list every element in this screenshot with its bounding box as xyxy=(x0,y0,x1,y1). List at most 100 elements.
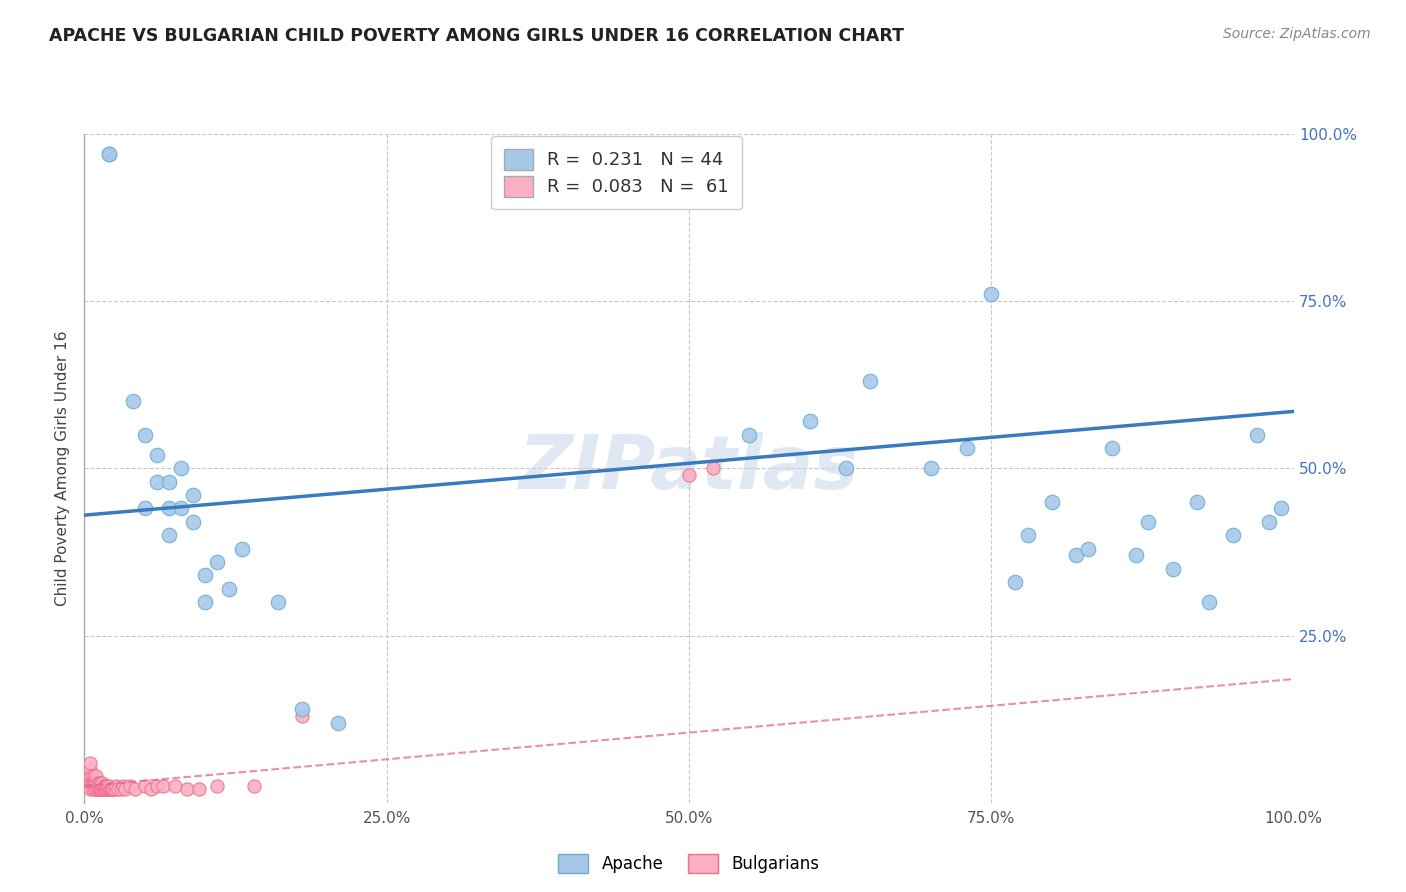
Y-axis label: Child Poverty Among Girls Under 16: Child Poverty Among Girls Under 16 xyxy=(55,331,70,606)
Point xyxy=(86,782,108,797)
Point xyxy=(207,779,229,793)
Point xyxy=(79,769,101,783)
Point xyxy=(90,775,112,790)
Point xyxy=(1137,515,1160,529)
Point xyxy=(103,782,125,797)
Point xyxy=(97,782,120,797)
Point xyxy=(79,782,101,797)
Text: APACHE VS BULGARIAN CHILD POVERTY AMONG GIRLS UNDER 16 CORRELATION CHART: APACHE VS BULGARIAN CHILD POVERTY AMONG … xyxy=(49,27,904,45)
Point xyxy=(194,568,217,582)
Point xyxy=(86,782,108,797)
Point xyxy=(1198,595,1220,609)
Point xyxy=(104,782,127,797)
Point xyxy=(80,775,103,790)
Point xyxy=(82,782,104,797)
Point xyxy=(134,428,156,442)
Point xyxy=(1017,528,1039,542)
Text: ZIPatlas: ZIPatlas xyxy=(519,432,859,505)
Point xyxy=(835,461,858,475)
Point xyxy=(1101,442,1123,456)
Point xyxy=(93,779,115,793)
Point xyxy=(94,779,117,793)
Point xyxy=(86,775,108,790)
Point xyxy=(101,782,124,797)
Point xyxy=(96,782,118,797)
Point xyxy=(79,775,101,790)
Point xyxy=(114,782,136,797)
Point xyxy=(188,782,211,797)
Point xyxy=(1040,494,1063,508)
Point xyxy=(1064,548,1087,563)
Point xyxy=(920,461,942,475)
Point xyxy=(181,515,204,529)
Point xyxy=(157,475,180,489)
Point xyxy=(89,779,111,793)
Point xyxy=(1125,548,1147,563)
Point xyxy=(90,782,112,797)
Point xyxy=(176,782,198,797)
Point xyxy=(1161,562,1184,576)
Point xyxy=(110,782,132,797)
Point xyxy=(134,501,156,516)
Point xyxy=(139,782,162,797)
Point xyxy=(121,394,143,409)
Point xyxy=(91,782,114,797)
Point xyxy=(146,448,169,462)
Point xyxy=(799,415,821,429)
Point xyxy=(97,147,120,161)
Point xyxy=(242,779,264,793)
Point xyxy=(87,782,110,797)
Point xyxy=(1185,494,1208,508)
Point xyxy=(146,779,169,793)
Point xyxy=(107,782,129,797)
Point xyxy=(231,541,253,556)
Point xyxy=(678,468,700,483)
Text: Source: ZipAtlas.com: Source: ZipAtlas.com xyxy=(1223,27,1371,41)
Point xyxy=(1004,575,1026,590)
Point xyxy=(104,779,127,793)
Point xyxy=(79,762,101,776)
Point xyxy=(152,779,174,793)
Point xyxy=(79,756,101,770)
Point xyxy=(112,779,135,793)
Point xyxy=(97,779,120,793)
Point xyxy=(956,442,979,456)
Point xyxy=(120,779,142,793)
Point xyxy=(207,555,229,569)
Point xyxy=(82,775,104,790)
Point xyxy=(291,702,314,716)
Point xyxy=(1270,501,1292,516)
Point xyxy=(86,775,108,790)
Point xyxy=(124,782,146,797)
Legend: Apache, Bulgarians: Apache, Bulgarians xyxy=(550,846,828,881)
Point xyxy=(859,375,882,389)
Point xyxy=(83,769,105,783)
Point xyxy=(218,582,240,596)
Point xyxy=(738,428,761,442)
Point xyxy=(194,595,217,609)
Point xyxy=(146,475,169,489)
Point xyxy=(83,775,105,790)
Point xyxy=(291,708,314,723)
Point xyxy=(1246,428,1268,442)
Point xyxy=(157,528,180,542)
Point xyxy=(91,779,114,793)
Point xyxy=(80,769,103,783)
Point xyxy=(163,779,186,793)
Point xyxy=(84,782,107,797)
Point xyxy=(98,782,121,797)
Point xyxy=(94,779,117,793)
Point xyxy=(170,501,193,516)
Point xyxy=(87,775,110,790)
Point xyxy=(89,782,111,797)
Point xyxy=(1258,515,1281,529)
Point xyxy=(100,782,122,797)
Point xyxy=(94,782,117,797)
Point xyxy=(134,779,156,793)
Point xyxy=(267,595,290,609)
Point xyxy=(97,147,120,161)
Point xyxy=(86,769,108,783)
Point xyxy=(328,715,350,730)
Point xyxy=(96,779,118,793)
Point xyxy=(1222,528,1244,542)
